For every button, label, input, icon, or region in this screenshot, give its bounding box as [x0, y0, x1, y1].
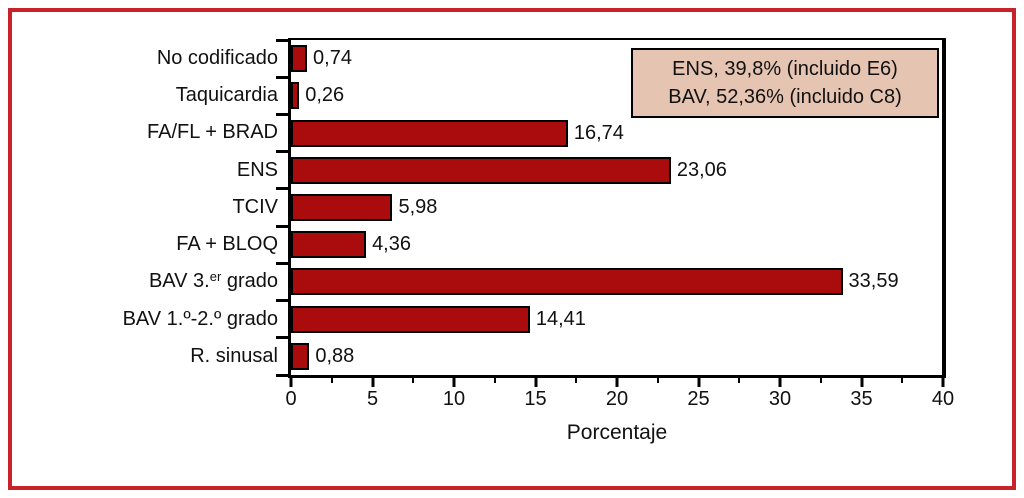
bar-row: 23,06 — [291, 152, 942, 189]
x-axis-major-tick — [289, 378, 293, 387]
bar-row: 0,88 — [291, 338, 942, 375]
bar-row: 14,41 — [291, 301, 942, 338]
category-label: Taquicardia — [175, 84, 278, 107]
bar-row: 0,26 — [291, 77, 942, 114]
y-axis-tick — [276, 150, 288, 154]
x-axis-minor-tick — [412, 378, 415, 383]
x-tick-label: 5 — [366, 388, 379, 410]
bar — [291, 82, 300, 110]
x-tick-label: 15 — [524, 388, 547, 410]
x-axis-minor-tick — [656, 378, 659, 383]
category-label: R. sinusal — [190, 344, 278, 367]
y-axis-tick — [276, 112, 288, 116]
y-axis-tick — [276, 75, 288, 79]
category-label: FA + BLOQ — [176, 233, 278, 256]
bar-row: 4,36 — [291, 226, 942, 263]
x-tick-label: 40 — [931, 388, 955, 410]
bar-value-label: 0,88 — [315, 344, 355, 367]
bar — [291, 231, 367, 259]
x-axis-minor-tick — [575, 378, 578, 383]
x-tick-label: 10 — [442, 388, 466, 410]
bar — [291, 268, 843, 296]
x-axis-major-tick — [860, 378, 863, 387]
y-axis-tick — [276, 299, 288, 303]
category-label: ENS — [236, 158, 278, 181]
category-label: No codificado — [156, 47, 278, 69]
bar-value-label: 33,59 — [848, 270, 899, 293]
x-axis-major-tick — [534, 378, 537, 387]
y-axis-tick — [276, 336, 288, 340]
x-axis-major-tick — [371, 378, 374, 387]
x-axis-major-tick — [778, 378, 782, 387]
category-label: BAV 3.er grado — [148, 269, 278, 293]
y-axis-tick — [276, 38, 288, 42]
bar — [291, 156, 671, 184]
plot-area: 0,74 0,26 16,74 23,06 5,98 4,36 33,59 14,41 0,88… — [288, 38, 946, 378]
x-axis-title: Porcentaje — [566, 421, 668, 444]
category-label: BAV 1.º-2.º grado — [122, 307, 278, 330]
bar-value-label: 5,98 — [398, 195, 438, 218]
bar — [291, 119, 568, 147]
y-axis-tick — [276, 373, 288, 377]
bar-row: 0,74 — [291, 40, 942, 77]
x-axis-major-tick — [941, 378, 945, 387]
x-tick-label: 0 — [285, 388, 297, 410]
x-tick-label: 30 — [768, 388, 792, 410]
x-axis-ticks — [289, 378, 945, 390]
bar-value-label: 14,41 — [535, 307, 586, 330]
y-axis-tick — [276, 261, 288, 265]
x-axis-major-tick — [452, 378, 456, 387]
x-axis-minor-tick — [819, 378, 822, 383]
bar-value-label: 4,36 — [372, 233, 411, 256]
y-axis-tick — [276, 187, 288, 191]
bar-value-label: 16,74 — [573, 121, 624, 144]
annotation-line: BAV, 52,36% (incluido C8) — [668, 86, 902, 108]
bar-row: 16,74 — [291, 114, 942, 151]
x-tick-label: 25 — [687, 388, 710, 410]
bar-value-label: 0,74 — [313, 47, 352, 70]
bar-value-label: 0,26 — [305, 84, 345, 107]
y-axis-ticks — [276, 38, 288, 377]
x-axis-minor-tick — [901, 378, 904, 383]
x-axis-major-tick — [697, 378, 700, 387]
x-axis-tick-labels: 0 5 10 15 20 25 30 35 40 — [285, 388, 954, 412]
x-axis-minor-tick — [738, 378, 741, 383]
x-axis-major-tick — [615, 378, 619, 387]
annotation-line: ENS, 39,8% (incluido E6) — [672, 58, 898, 80]
bar — [291, 342, 310, 370]
bar — [291, 305, 530, 333]
annotation-box: ENS, 39,8% (incluido E6) BAV, 52,36% (in… — [631, 48, 939, 118]
category-label: TCIV — [232, 195, 278, 218]
outer-border — [8, 8, 1016, 490]
y-axis-tick — [276, 224, 288, 228]
x-axis-minor-tick — [330, 378, 333, 383]
x-tick-label: 20 — [605, 388, 629, 410]
x-axis-minor-tick — [493, 378, 496, 383]
bar-row: 33,59 — [291, 263, 942, 300]
category-labels: No codificado Taquicardia FA/FL + BRAD ENS T… — [10, 40, 278, 375]
bars-layer: 0,74 0,26 16,74 23,06 5,98 4,36 33,59 14,41 0,88 — [291, 40, 942, 375]
bar-row: 5,98 — [291, 189, 942, 226]
bar — [291, 45, 308, 73]
bar-value-label: 23,06 — [676, 158, 727, 181]
x-tick-label: 35 — [850, 388, 873, 410]
category-label: FA/FL + BRAD — [147, 121, 278, 144]
bar — [291, 193, 393, 221]
